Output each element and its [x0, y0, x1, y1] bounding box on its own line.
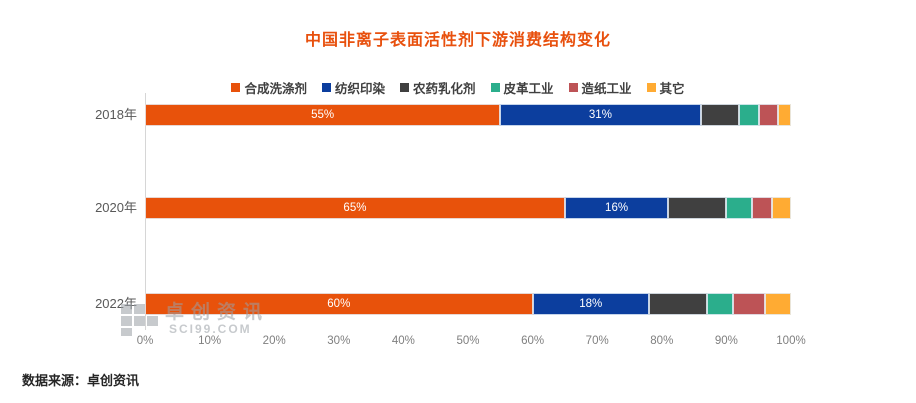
legend-swatch-icon [568, 83, 578, 92]
bar-segment: 18% [532, 293, 649, 315]
legend-label: 造纸工业 [581, 82, 632, 96]
x-axis-tick-label: 20% [262, 335, 286, 347]
legend-item: 皮革工业 [490, 78, 554, 97]
bar-segment [706, 293, 733, 315]
bar-segment: 31% [500, 104, 701, 126]
x-axis-tick-label: 40% [391, 335, 415, 347]
bar-segment [771, 197, 791, 219]
legend-item: 造纸工业 [568, 78, 632, 97]
chart-legend: 合成洗涤剂 纺织印染 农药乳化剂 皮革工业 造纸工业 其它 [0, 78, 916, 97]
legend-label: 农药乳化剂 [412, 82, 476, 96]
bar-segment [752, 197, 772, 219]
chart-title: 中国非离子表面活性剂下游消费结构变化 [304, 32, 611, 49]
category-label: 2022年 [95, 296, 137, 311]
bar-segment: 60% [145, 293, 533, 315]
bar-segment: 55% [145, 104, 501, 126]
source-note: 数据来源：卓创资讯 [22, 373, 140, 388]
legend-label: 纺织印染 [334, 82, 385, 96]
bar-segment-label: 16% [605, 202, 629, 214]
bar-segment-label: 31% [588, 109, 612, 121]
legend-swatch-icon [399, 83, 409, 92]
bar-segment-label: 55% [311, 109, 335, 121]
legend-item: 农药乳化剂 [399, 78, 476, 97]
x-axis-tick-label: 90% [714, 335, 738, 347]
x-axis-tick-label: 60% [521, 335, 545, 347]
bar-segment [778, 104, 791, 126]
bar-segment-label: 18% [579, 298, 603, 310]
x-axis-tick-label: 50% [456, 335, 480, 347]
bar-segment [648, 293, 707, 315]
x-axis-tick-label: 80% [650, 335, 674, 347]
x-axis-tick-label: 0% [136, 335, 154, 347]
legend-item: 纺织印染 [321, 78, 385, 97]
legend-swatch-icon [231, 83, 241, 92]
legend-label: 皮革工业 [503, 82, 554, 96]
bar-segment [739, 104, 759, 126]
legend-item: 合成洗涤剂 [231, 78, 307, 97]
bar-segment [668, 197, 727, 219]
x-axis-tick-label: 100% [776, 335, 806, 347]
legend-label: 其它 [659, 82, 685, 96]
bar-row: 60% 18% [145, 293, 791, 315]
legend-swatch-icon [321, 83, 331, 92]
legend-item: 其它 [646, 78, 685, 97]
x-axis-tick-label: 30% [327, 335, 351, 347]
legend-swatch-icon [646, 83, 656, 92]
bar-segment: 16% [564, 197, 669, 219]
x-axis-tick-label: 10% [198, 335, 222, 347]
legend-swatch-icon [490, 83, 500, 92]
bar-segment-label: 60% [327, 298, 351, 310]
bar-segment [765, 293, 791, 315]
legend-label: 合成洗涤剂 [244, 82, 307, 96]
bar-segment [726, 197, 753, 219]
x-axis-tick-label: 70% [585, 335, 609, 347]
bar-segment [700, 104, 740, 126]
bar-segment [732, 293, 766, 315]
bar-segment: 65% [145, 197, 565, 219]
bar-segment [758, 104, 779, 126]
bar-row: 65% 16% [145, 197, 791, 219]
bar-row: 55% 31% [145, 104, 791, 126]
category-label: 2018年 [95, 107, 137, 122]
category-label: 2020年 [95, 200, 137, 215]
bar-segment-label: 65% [343, 202, 367, 214]
